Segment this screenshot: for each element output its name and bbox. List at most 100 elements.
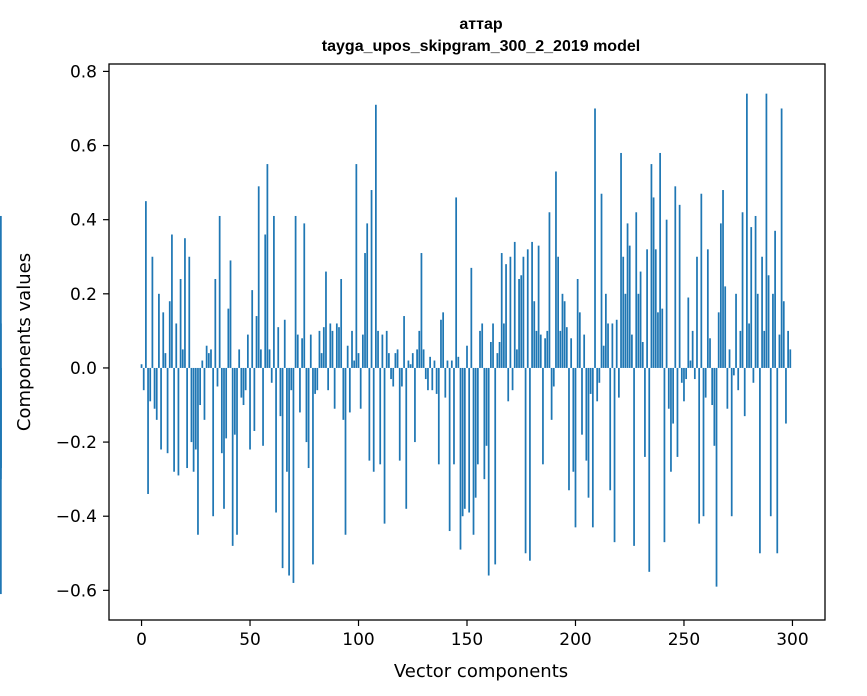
bar-37 bbox=[220, 367, 223, 454]
bar-148 bbox=[461, 367, 464, 517]
bar-16 bbox=[175, 323, 178, 368]
bar-296 bbox=[782, 301, 785, 368]
bar-6 bbox=[153, 367, 156, 409]
bar-22 bbox=[188, 256, 191, 368]
bar-25 bbox=[194, 367, 197, 450]
bar-85 bbox=[325, 271, 327, 368]
bar-103 bbox=[364, 253, 366, 368]
bar-undefined bbox=[0, 367, 2, 469]
bar-29 bbox=[203, 367, 206, 420]
bar-107 bbox=[372, 367, 375, 472]
bar-239 bbox=[659, 152, 661, 368]
bar-56 bbox=[262, 367, 264, 446]
bar-272 bbox=[730, 367, 733, 517]
bar-65 bbox=[281, 367, 284, 569]
bar-192 bbox=[557, 256, 559, 368]
bar-90 bbox=[335, 323, 338, 368]
bar-290 bbox=[769, 367, 772, 517]
bar-7 bbox=[155, 367, 158, 420]
bar-141 bbox=[446, 360, 449, 368]
bar-293 bbox=[776, 367, 779, 554]
bar-187 bbox=[546, 330, 549, 368]
plot-frame bbox=[108, 63, 826, 621]
bar-160 bbox=[487, 367, 490, 576]
bar-5 bbox=[151, 256, 154, 368]
bar-106 bbox=[370, 190, 373, 368]
bar-88 bbox=[331, 330, 334, 368]
bar-152 bbox=[470, 267, 473, 368]
bar-179 bbox=[529, 367, 531, 561]
bar-154 bbox=[474, 367, 477, 498]
bar-121 bbox=[403, 316, 405, 368]
bar-127 bbox=[416, 349, 418, 368]
bar-129 bbox=[420, 253, 423, 368]
bar-30 bbox=[205, 345, 208, 368]
bar-204 bbox=[583, 334, 586, 368]
bar-9 bbox=[160, 367, 162, 450]
bar-197 bbox=[568, 367, 570, 491]
bar-49 bbox=[246, 334, 249, 368]
bar-27 bbox=[199, 367, 201, 406]
bar-289 bbox=[767, 275, 770, 368]
bar-99 bbox=[355, 164, 358, 368]
bar-136 bbox=[435, 367, 438, 394]
bar-117 bbox=[394, 353, 397, 368]
bar-71 bbox=[294, 215, 297, 368]
bar-194 bbox=[561, 293, 564, 368]
y-axis-ticks: −0.6 −0.4 −0.2 0.0 0.2 0.4 0.6 0.8 bbox=[56, 62, 109, 601]
bar-260 bbox=[704, 367, 707, 398]
bar-44 bbox=[236, 367, 238, 535]
bar-225 bbox=[628, 245, 631, 368]
bar-219 bbox=[615, 319, 618, 368]
bar-284 bbox=[756, 293, 759, 368]
bar-143 bbox=[450, 360, 453, 368]
bar-70 bbox=[292, 367, 295, 583]
bar-63 bbox=[277, 327, 280, 368]
bar-52 bbox=[253, 367, 256, 431]
bar-199 bbox=[572, 367, 575, 472]
bar-258 bbox=[700, 193, 703, 368]
bar-4 bbox=[149, 367, 152, 402]
bar-298 bbox=[787, 330, 789, 368]
bar-8 bbox=[158, 293, 160, 368]
bar-164 bbox=[496, 353, 499, 368]
bar-111 bbox=[381, 334, 384, 368]
bar-280 bbox=[748, 323, 750, 368]
bar-254 bbox=[691, 330, 694, 368]
bar-28 bbox=[201, 360, 204, 368]
bar-80 bbox=[314, 367, 316, 394]
bar-212 bbox=[600, 193, 603, 368]
bar-253 bbox=[689, 360, 692, 368]
bar-41 bbox=[229, 260, 232, 368]
bar-39 bbox=[225, 367, 228, 439]
bar-216 bbox=[609, 367, 612, 491]
bar-108 bbox=[375, 104, 377, 368]
bar-137 bbox=[437, 367, 440, 465]
bar-222 bbox=[622, 256, 625, 368]
bar-150 bbox=[466, 345, 468, 368]
bar-282 bbox=[752, 367, 755, 383]
bar-196 bbox=[565, 327, 568, 368]
bar-207 bbox=[589, 367, 592, 394]
bar-91 bbox=[338, 327, 340, 368]
bar-218 bbox=[613, 367, 616, 543]
bar-18 bbox=[179, 278, 182, 368]
bar-276 bbox=[739, 330, 742, 368]
bar-255 bbox=[693, 367, 696, 380]
bar-278 bbox=[743, 367, 746, 417]
bar-19 bbox=[181, 349, 184, 368]
bar-47 bbox=[242, 367, 245, 406]
bar-274 bbox=[735, 293, 737, 368]
bar-263 bbox=[711, 367, 714, 406]
bar-228 bbox=[635, 212, 638, 368]
bar-220 bbox=[618, 367, 620, 398]
chart-title: аттар bbox=[459, 16, 502, 33]
bar-287 bbox=[763, 330, 766, 368]
bar-191 bbox=[555, 171, 557, 368]
bar-174 bbox=[518, 278, 520, 368]
bar-100 bbox=[357, 353, 360, 368]
bar-72 bbox=[296, 334, 299, 368]
bar-198 bbox=[570, 338, 573, 368]
bar-233 bbox=[646, 249, 648, 368]
